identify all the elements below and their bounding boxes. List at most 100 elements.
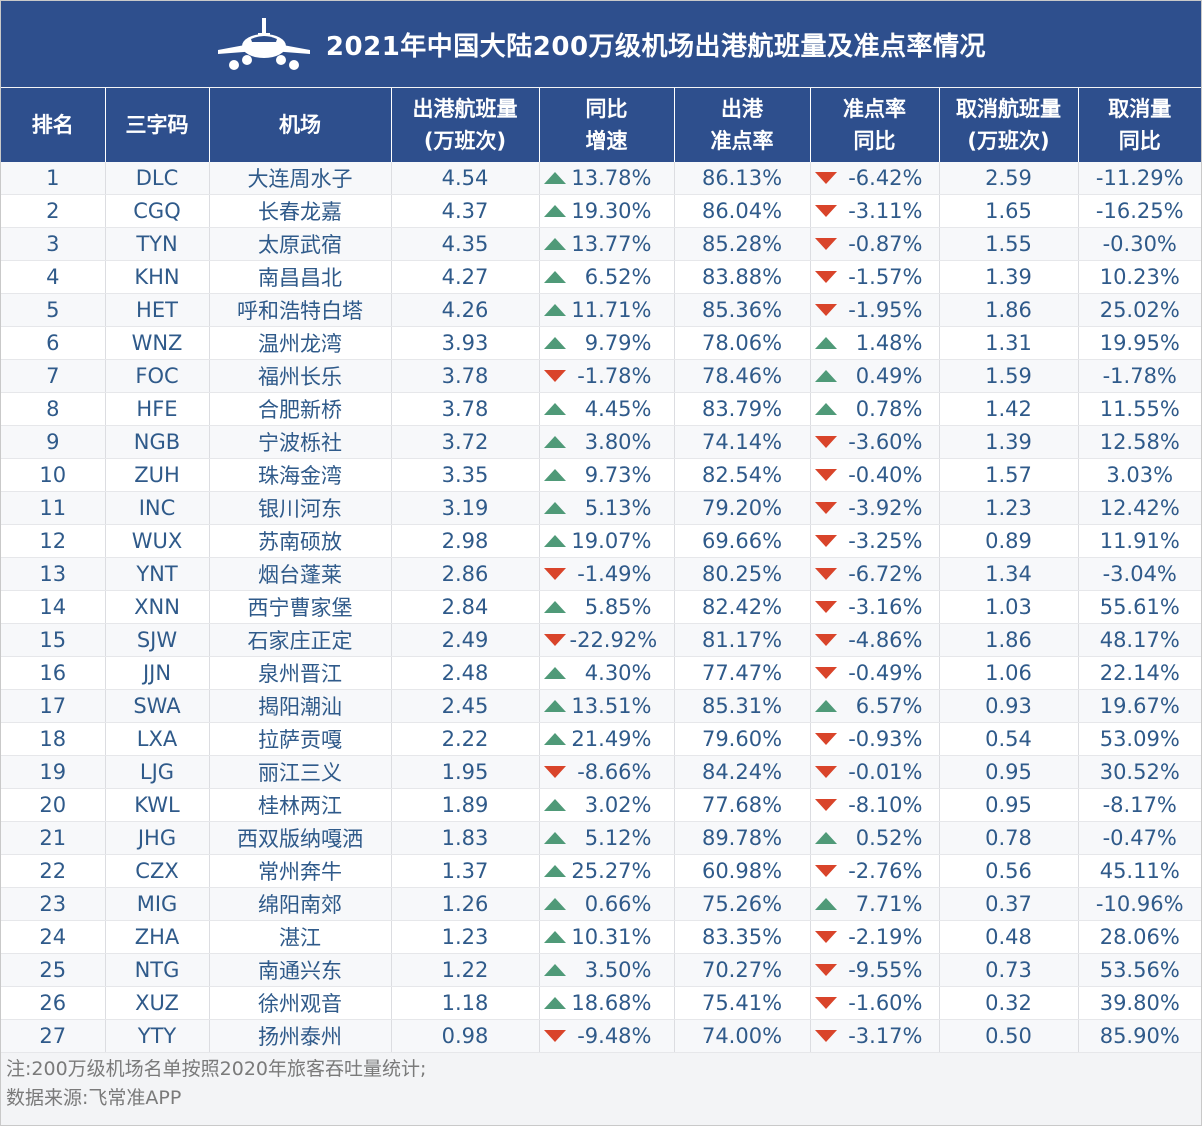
- up-triangle-icon: [543, 799, 566, 811]
- cell-ontime: 84.24%: [673, 755, 810, 789]
- table-row[interactable]: 3 TYN 太原武宿 4.35 13.77% 85.28% -0.87% 1.55 -0.30%: [1, 227, 1201, 261]
- table-row[interactable]: 1 DLC 大连周水子 4.54 13.78% 86.13% -6.42% 2.59 -11.2…: [1, 162, 1201, 195]
- cell-rank: 27: [1, 1019, 105, 1053]
- ontime-yoy-value: -0.01%: [848, 760, 923, 784]
- table-row[interactable]: 5 HET 呼和浩特白塔 4.26 11.71% 85.36% -1.95% 1.86 25.0…: [1, 293, 1201, 327]
- cell-code: NTG: [104, 953, 209, 987]
- ontime-yoy-value: 7.71%: [855, 892, 923, 916]
- cell-airport: 太原武宿: [208, 227, 391, 261]
- down-triangle-icon: [814, 766, 837, 778]
- table-row[interactable]: 9 NGB 宁波栎社 3.72 3.80% 74.14% -3.60% 1.39 12.58%: [1, 425, 1201, 459]
- cell-code: YNT: [104, 557, 209, 591]
- table-row[interactable]: 10 ZUH 珠海金湾 3.35 9.73% 82.54% -0.40% 1.57 3.03%: [1, 458, 1201, 492]
- table-row[interactable]: 4 KHN 南昌昌北 4.27 6.52% 83.88% -1.57% 1.39 10.23%: [1, 260, 1201, 294]
- col-header-cancel-yoy[interactable]: 取消量 同比: [1077, 88, 1201, 162]
- cell-code: CZX: [104, 854, 209, 888]
- col-header-ontime-yoy[interactable]: 准点率 同比: [809, 88, 939, 162]
- cell-ontime: 86.13%: [673, 162, 810, 195]
- cell-growth: 10.31%: [538, 920, 674, 954]
- growth-value: 9.79%: [584, 331, 652, 355]
- cell-flights: 3.93: [390, 326, 539, 360]
- table-row[interactable]: 18 LXA 拉萨贡嘎 2.22 21.49% 79.60% -0.93% 0.54 53.09…: [1, 722, 1201, 756]
- table-row[interactable]: 20 KWL 桂林两江 1.89 3.02% 77.68% -8.10% 0.95 -8.17%: [1, 788, 1201, 822]
- table-row[interactable]: 19 LJG 丽江三义 1.95 -8.66% 84.24% -0.01% 0.95 30.52…: [1, 755, 1201, 789]
- cell-code: SWA: [104, 689, 209, 723]
- page-title: 2021年中国大陆200万级机场出港航班量及准点率情况: [325, 31, 987, 62]
- table-row[interactable]: 21 JHG 西双版纳嘎洒 1.83 5.12% 89.78% 0.52% 0.78 -0.47…: [1, 821, 1201, 855]
- table-row[interactable]: 13 YNT 烟台蓬莱 2.86 -1.49% 80.25% -6.72% 1.34 -3.04…: [1, 557, 1201, 591]
- table-row[interactable]: 8 HFE 合肥新桥 3.78 4.45% 83.79% 0.78% 1.42 11.55%: [1, 392, 1201, 426]
- cell-growth: 5.85%: [538, 590, 674, 624]
- down-triangle-icon: [814, 304, 837, 316]
- cell-airport: 烟台蓬莱: [208, 557, 391, 591]
- table-row[interactable]: 22 CZX 常州奔牛 1.37 25.27% 60.98% -2.76% 0.56 45.11…: [1, 854, 1201, 888]
- cell-cancel: 1.59: [938, 359, 1078, 393]
- table-row[interactable]: 15 SJW 石家庄正定 2.49 -22.92% 81.17% -4.86% 1.86 48.…: [1, 623, 1201, 657]
- cell-ontime: 89.78%: [673, 821, 810, 855]
- cell-rank: 3: [1, 227, 105, 261]
- cell-growth: 3.80%: [538, 425, 674, 459]
- up-triangle-icon: [543, 898, 566, 910]
- growth-value: 5.13%: [584, 496, 652, 520]
- growth-value: -1.49%: [577, 562, 652, 586]
- cell-ontime-yoy: -0.49%: [809, 656, 939, 690]
- table-row[interactable]: 16 JJN 泉州晋江 2.48 4.30% 77.47% -0.49% 1.06 22.14%: [1, 656, 1201, 690]
- table-row[interactable]: 6 WNZ 温州龙湾 3.93 9.79% 78.06% 1.48% 1.31 19.95%: [1, 326, 1201, 360]
- ontime-yoy-value: 0.78%: [855, 397, 923, 421]
- cell-flights: 2.84: [390, 590, 539, 624]
- cell-ontime: 81.17%: [673, 623, 810, 657]
- growth-value: 4.45%: [584, 397, 652, 421]
- col-header-growth[interactable]: 同比 增速: [538, 88, 674, 162]
- cell-rank: 11: [1, 491, 105, 525]
- cell-cancel: 1.65: [938, 194, 1078, 228]
- table-row[interactable]: 27 YTY 扬州泰州 0.98 -9.48% 74.00% -3.17% 0.50 85.90…: [1, 1019, 1201, 1053]
- cell-airport: 福州长乐: [208, 359, 391, 393]
- footnotes: 注:200万级机场名单按照2020年旅客吞吐量统计; 数据来源:飞常准APP: [6, 1055, 426, 1113]
- cell-flights: 3.72: [390, 425, 539, 459]
- ontime-yoy-value: -3.25%: [848, 529, 923, 553]
- growth-value: 0.66%: [584, 892, 652, 916]
- ontime-yoy-value: -9.55%: [848, 958, 923, 982]
- table-row[interactable]: 24 ZHA 湛江 1.23 10.31% 83.35% -2.19% 0.48 28.06%: [1, 920, 1201, 954]
- cell-code: MIG: [104, 887, 209, 921]
- cell-cancel-yoy: 19.67%: [1077, 689, 1201, 723]
- cell-airport: 呼和浩特白塔: [208, 293, 391, 327]
- cell-rank: 1: [1, 162, 105, 195]
- ontime-yoy-value: -3.16%: [848, 595, 923, 619]
- table-row[interactable]: 26 XUZ 徐州观音 1.18 18.68% 75.41% -1.60% 0.32 39.80…: [1, 986, 1201, 1020]
- table-row[interactable]: 14 XNN 西宁曹家堡 2.84 5.85% 82.42% -3.16% 1.03 55.61…: [1, 590, 1201, 624]
- cell-code: KWL: [104, 788, 209, 822]
- growth-value: -9.48%: [577, 1024, 652, 1048]
- cell-cancel: 0.95: [938, 755, 1078, 789]
- cell-rank: 16: [1, 656, 105, 690]
- cell-rank: 6: [1, 326, 105, 360]
- col-header-airport[interactable]: 机场: [208, 88, 391, 162]
- col-header-cancel[interactable]: 取消航班量 (万班次): [938, 88, 1078, 162]
- up-triangle-icon: [543, 832, 566, 844]
- down-triangle-icon: [814, 601, 837, 613]
- table-row[interactable]: 2 CGQ 长春龙嘉 4.37 19.30% 86.04% -3.11% 1.65 -16.25…: [1, 194, 1201, 228]
- ontime-yoy-value: 1.48%: [855, 331, 923, 355]
- table-row[interactable]: 17 SWA 揭阳潮汕 2.45 13.51% 85.31% 6.57% 0.93 19.67%: [1, 689, 1201, 723]
- table-row[interactable]: 11 INC 银川河东 3.19 5.13% 79.20% -3.92% 1.23 12.42%: [1, 491, 1201, 525]
- col-header-rank[interactable]: 排名: [1, 88, 105, 162]
- table-row[interactable]: 7 FOC 福州长乐 3.78 -1.78% 78.46% 0.49% 1.59 -1.78%: [1, 359, 1201, 393]
- table-row[interactable]: 12 WUX 苏南硕放 2.98 19.07% 69.66% -3.25% 0.89 11.91…: [1, 524, 1201, 558]
- cell-ontime-yoy: -1.57%: [809, 260, 939, 294]
- table-row[interactable]: 23 MIG 绵阳南郊 1.26 0.66% 75.26% 7.71% 0.37 -10.96%: [1, 887, 1201, 921]
- cell-flights: 1.22: [390, 953, 539, 987]
- col-header-code[interactable]: 三字码: [104, 88, 209, 162]
- down-triangle-icon: [814, 1030, 837, 1042]
- ontime-yoy-value: -4.86%: [848, 628, 923, 652]
- cell-code: HFE: [104, 392, 209, 426]
- cell-rank: 4: [1, 260, 105, 294]
- cell-growth: -8.66%: [538, 755, 674, 789]
- col-header-ontime[interactable]: 出港 准点率: [673, 88, 810, 162]
- growth-value: -1.78%: [577, 364, 652, 388]
- table-row[interactable]: 25 NTG 南通兴东 1.22 3.50% 70.27% -9.55% 0.73 53.56%: [1, 953, 1201, 987]
- col-header-flights[interactable]: 出港航班量 (万班次): [390, 88, 539, 162]
- cell-ontime-yoy: -0.01%: [809, 755, 939, 789]
- growth-value: 4.30%: [584, 661, 652, 685]
- ontime-yoy-value: 0.52%: [855, 826, 923, 850]
- ontime-yoy-value: -0.40%: [848, 463, 923, 487]
